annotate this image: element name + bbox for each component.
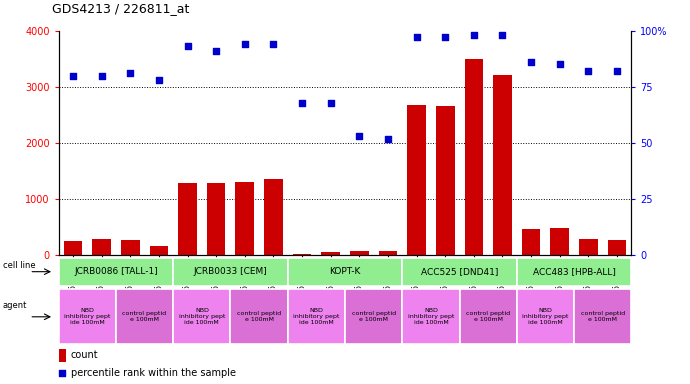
Bar [436, 106, 455, 255]
Bar [493, 75, 512, 255]
Point [153, 77, 164, 83]
Point [411, 35, 422, 41]
Bar [608, 240, 627, 255]
Bar [235, 182, 254, 255]
Point [125, 70, 136, 76]
Bar [517, 289, 574, 344]
Point [96, 73, 107, 79]
Point [382, 136, 393, 142]
Bar [116, 289, 173, 344]
Point [583, 68, 594, 74]
Bar [150, 246, 168, 255]
Text: cell line: cell line [3, 262, 36, 270]
Bar [350, 251, 368, 255]
Text: count: count [70, 350, 98, 360]
Point [297, 99, 308, 106]
Text: ACC483 [HPB-ALL]: ACC483 [HPB-ALL] [533, 267, 615, 276]
Text: percentile rank within the sample: percentile rank within the sample [70, 367, 236, 377]
Text: NBD
inhibitory pept
ide 100mM: NBD inhibitory pept ide 100mM [179, 308, 225, 325]
Point [68, 73, 79, 79]
Bar [230, 289, 288, 344]
Bar [345, 289, 402, 344]
Bar [322, 252, 340, 255]
Point [554, 61, 565, 68]
Text: NBD
inhibitory pept
ide 100mM: NBD inhibitory pept ide 100mM [64, 308, 110, 325]
Bar [460, 289, 517, 344]
Bar [402, 258, 517, 286]
Text: JCRB0033 [CEM]: JCRB0033 [CEM] [194, 267, 267, 276]
Text: control peptid
e 100mM: control peptid e 100mM [352, 311, 395, 322]
Bar [63, 241, 82, 255]
Bar [402, 289, 460, 344]
Bar [517, 258, 631, 286]
Text: control peptid
e 100mM: control peptid e 100mM [237, 311, 281, 322]
Bar [178, 183, 197, 255]
Text: NBD
inhibitory pept
ide 100mM: NBD inhibitory pept ide 100mM [522, 308, 569, 325]
Bar [574, 289, 631, 344]
Text: agent: agent [3, 301, 28, 310]
Text: KOPT-K: KOPT-K [329, 267, 361, 276]
Bar [379, 251, 397, 255]
Point [469, 32, 480, 38]
Point [354, 133, 365, 139]
Bar [92, 239, 111, 255]
Bar [522, 229, 540, 255]
Point [239, 41, 250, 47]
Point [497, 32, 508, 38]
Bar [293, 254, 311, 255]
Text: control peptid
e 100mM: control peptid e 100mM [123, 311, 166, 322]
Text: GDS4213 / 226811_at: GDS4213 / 226811_at [52, 2, 189, 15]
Bar [173, 258, 288, 286]
Point [325, 99, 336, 106]
Bar [121, 240, 139, 255]
Text: ACC525 [DND41]: ACC525 [DND41] [421, 267, 498, 276]
Point [57, 369, 68, 376]
Text: JCRB0086 [TALL-1]: JCRB0086 [TALL-1] [74, 267, 158, 276]
Bar [173, 289, 230, 344]
Point [611, 68, 622, 74]
Point [210, 48, 221, 54]
Point [526, 59, 537, 65]
Bar [288, 258, 402, 286]
Point [182, 43, 193, 50]
Bar [579, 239, 598, 255]
Point [440, 35, 451, 41]
Bar [551, 228, 569, 255]
Bar [264, 179, 283, 255]
Bar [207, 184, 226, 255]
Bar [59, 258, 173, 286]
Text: control peptid
e 100mM: control peptid e 100mM [466, 311, 510, 322]
Text: NBD
inhibitory pept
ide 100mM: NBD inhibitory pept ide 100mM [293, 308, 339, 325]
Bar [288, 289, 345, 344]
Text: NBD
inhibitory pept
ide 100mM: NBD inhibitory pept ide 100mM [408, 308, 454, 325]
Text: control peptid
e 100mM: control peptid e 100mM [581, 311, 624, 322]
Bar [464, 60, 483, 255]
Bar [59, 349, 66, 362]
Bar [407, 105, 426, 255]
Bar [59, 289, 116, 344]
Point [268, 41, 279, 47]
